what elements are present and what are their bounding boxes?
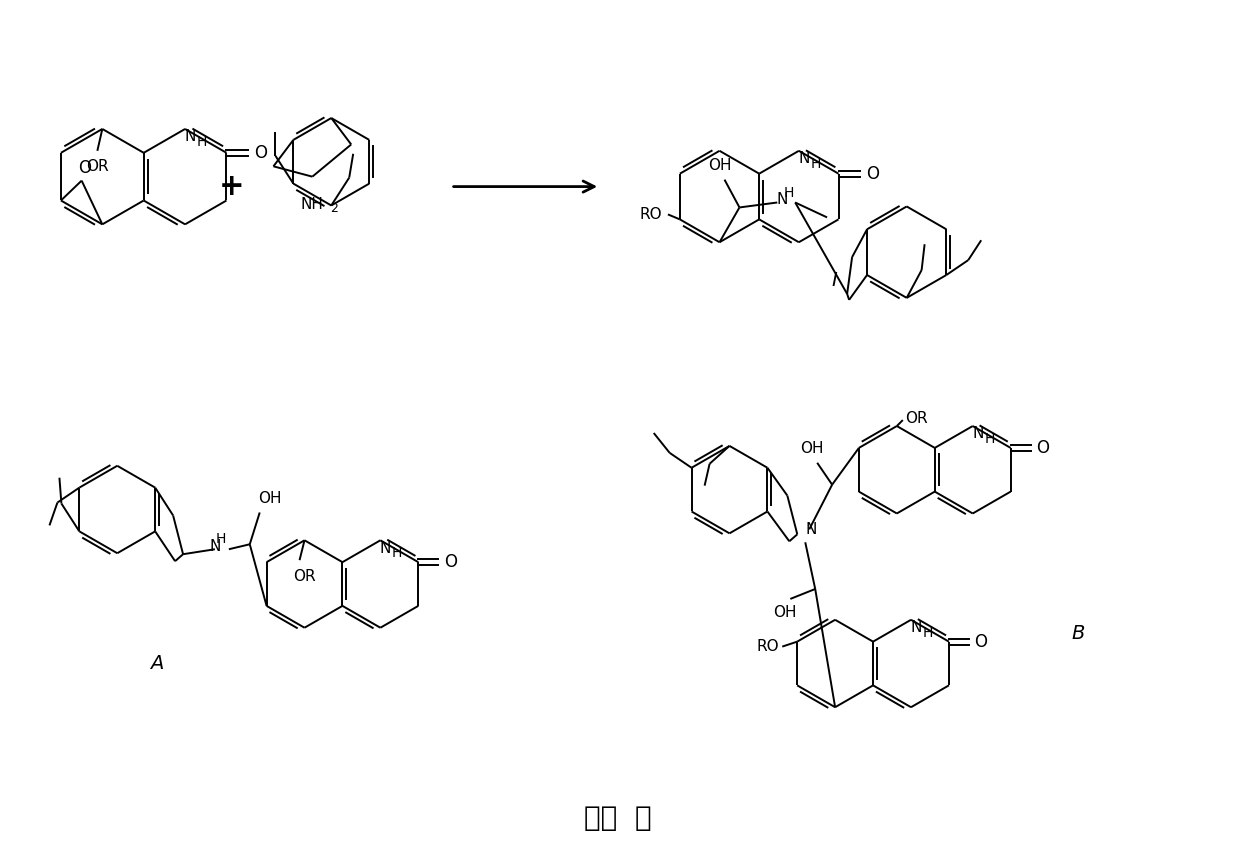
Text: H: H [811, 156, 821, 171]
Text: N: N [806, 522, 817, 537]
Text: H: H [197, 135, 208, 149]
Text: N: N [209, 539, 220, 554]
Text: 路线  一: 路线 一 [585, 804, 651, 831]
Text: A: A [151, 654, 163, 673]
Text: H: H [216, 532, 226, 546]
Text: H: H [984, 432, 995, 446]
Text: OH: OH [258, 491, 282, 506]
Text: I: I [831, 271, 837, 290]
Text: B: B [1072, 624, 1085, 643]
Text: H: H [392, 546, 403, 560]
Text: OR: OR [905, 410, 927, 426]
Text: RO: RO [756, 639, 779, 654]
Text: O: O [444, 553, 456, 571]
Text: OH: OH [774, 606, 797, 620]
Text: O: O [866, 165, 879, 182]
Text: OH: OH [801, 442, 824, 456]
Text: O: O [78, 159, 91, 177]
Text: OH: OH [708, 158, 732, 173]
Text: N: N [971, 427, 984, 442]
Text: OR: OR [293, 569, 316, 583]
Text: O: O [974, 632, 988, 651]
Text: N: N [184, 130, 195, 144]
Text: N: N [776, 192, 787, 207]
Text: N: N [798, 151, 810, 166]
Text: O: O [253, 143, 267, 162]
Text: O: O [1036, 439, 1049, 457]
Text: NH: NH [300, 197, 324, 212]
Text: H: H [923, 626, 933, 639]
Text: N: N [910, 620, 922, 635]
Text: OR: OR [87, 159, 109, 175]
Text: +: + [219, 172, 245, 201]
Text: RO: RO [639, 206, 662, 222]
Text: H: H [784, 186, 795, 200]
Text: N: N [379, 541, 391, 556]
Text: 2: 2 [330, 202, 339, 215]
